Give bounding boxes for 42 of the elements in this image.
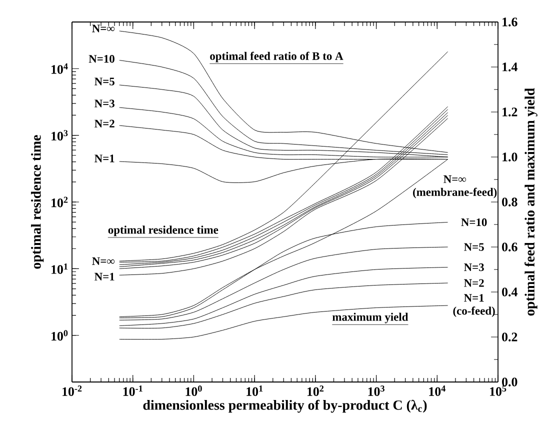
y2-tick-label: 0.4 bbox=[502, 288, 518, 296]
annotation: N=∞ (membrane-feed) bbox=[413, 175, 497, 198]
x-tick-label: 10$^{4}$ bbox=[429, 386, 446, 396]
y2-tick-label: 0.6 bbox=[502, 242, 518, 252]
x-tick-label: 10$^{5}$ bbox=[490, 386, 506, 396]
annotation: N=3 bbox=[464, 263, 484, 272]
y-tick-label: 10$^{0}$ bbox=[52, 330, 68, 341]
annotation: N=5 bbox=[464, 243, 484, 251]
annotation: optimal feed ratio of B to A bbox=[210, 52, 344, 62]
annotation: N=1 (co-feed) bbox=[453, 294, 495, 318]
annotation: N=2 bbox=[94, 120, 114, 128]
y2-tick-label: 1.6 bbox=[502, 18, 518, 26]
y-tick-label: 10$^{2}$ bbox=[52, 196, 68, 208]
annotation: N=5 bbox=[94, 78, 114, 86]
x-tick-label: 10$^{-2}$ bbox=[62, 386, 82, 396]
x-tick-label: 10$^{-1}$ bbox=[123, 386, 142, 396]
annotation: N=3 bbox=[94, 100, 114, 108]
y2-tick-label: 1.4 bbox=[502, 62, 518, 72]
annotation: N=1 bbox=[94, 154, 114, 162]
x-tick-label: 10$^{2}$ bbox=[307, 386, 324, 396]
annotation: N=∞ bbox=[92, 24, 115, 32]
annotation: N=1 bbox=[94, 272, 114, 280]
annotation: N=∞ bbox=[92, 257, 115, 265]
annotation: N=2 bbox=[464, 279, 484, 287]
y-tick-label: 10$^{3}$ bbox=[52, 130, 68, 141]
y2-tick-label: 0.2 bbox=[502, 332, 518, 342]
annotation: maximum yield bbox=[332, 312, 408, 324]
x-tick-label: 10$^{0}$ bbox=[186, 386, 202, 396]
y-tick-label: 10$^{1}$ bbox=[52, 263, 68, 274]
annotation: optimal residence time bbox=[108, 226, 218, 236]
y2-axis-title: optimal feed ratio and maximum yield bbox=[524, 88, 538, 316]
x-tick-label: 10$^{3}$ bbox=[368, 386, 384, 396]
y2-tick-label: 1.0 bbox=[502, 152, 518, 162]
y2-tick-label: 1.2 bbox=[502, 108, 518, 116]
x-axis-title: dimensionless permeability of by-product C (λ$_{c}$) bbox=[143, 400, 427, 413]
y-tick-label: 10$^{4}$ bbox=[52, 63, 68, 74]
y2-tick-label: 0.8 bbox=[502, 198, 518, 206]
annotation: N=10 bbox=[88, 55, 114, 63]
annotation: N=10 bbox=[461, 218, 487, 226]
y2-tick-label: 0.0 bbox=[502, 378, 518, 386]
x-tick-label: 10$^{1}$ bbox=[246, 386, 263, 396]
y-axis-title: optimal residence time bbox=[31, 135, 44, 269]
